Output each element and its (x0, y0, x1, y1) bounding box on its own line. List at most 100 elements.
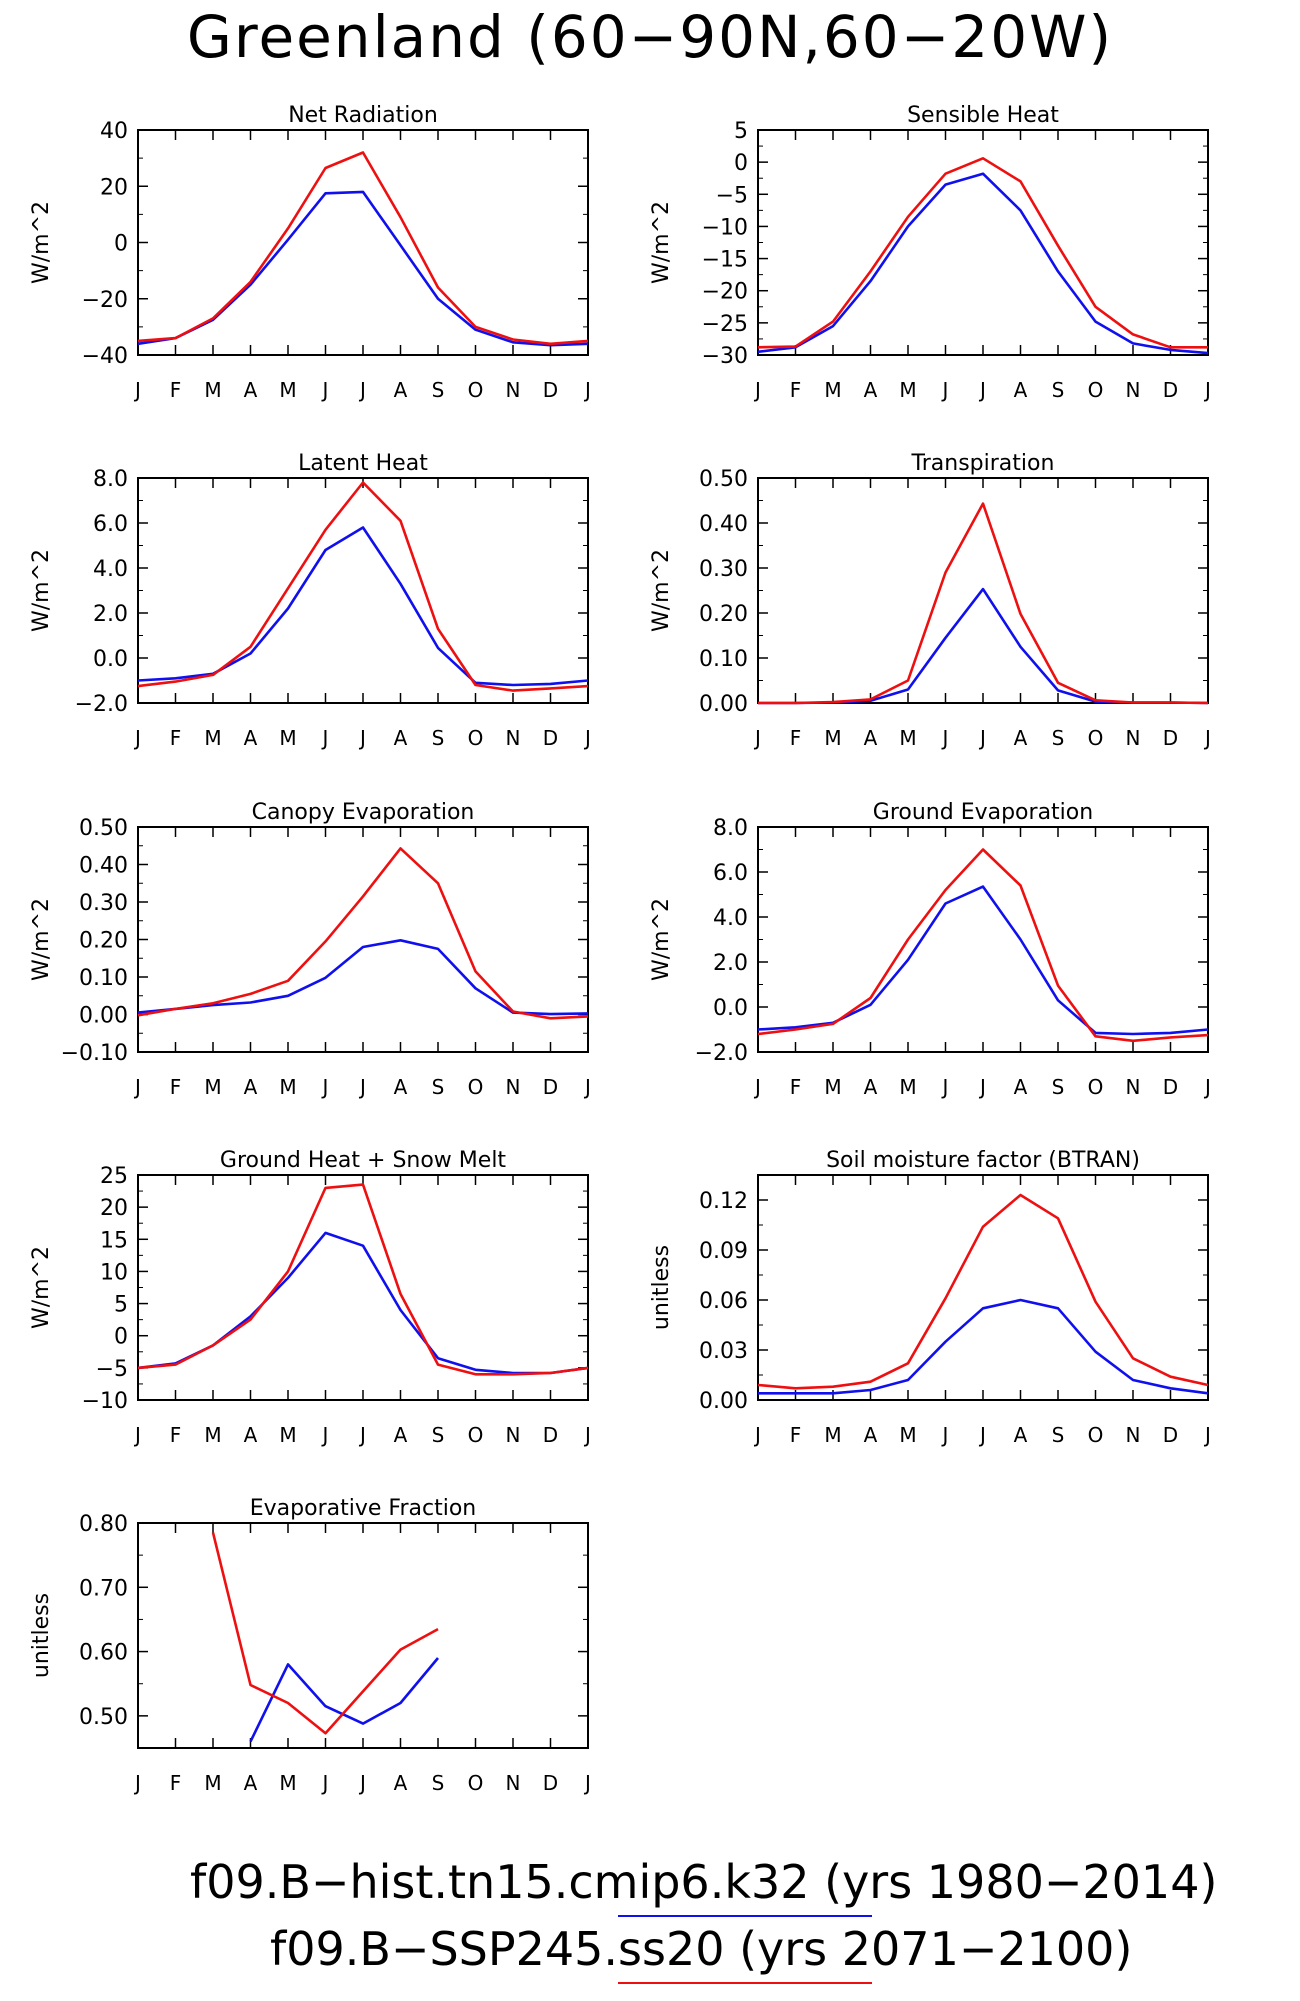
x-tick-label: M (824, 1075, 841, 1099)
y-tick-label: 0 (114, 1325, 128, 1350)
y-axis-label: unitless (29, 1593, 54, 1678)
panel-title: Transpiration (911, 451, 1055, 476)
figure-title: Greenland (60−90N,60−20W) (186, 3, 1114, 71)
y-tick-label: 0.50 (79, 816, 128, 841)
plot-frame (757, 826, 1209, 1053)
x-tick-label: D (543, 1423, 558, 1447)
x-tick-label: J (1203, 1075, 1211, 1099)
y-tick-label: 0.40 (79, 854, 128, 879)
y-tick-label: −5 (96, 1357, 128, 1382)
y-tick-label: 40 (100, 119, 128, 144)
x-tick-label: M (824, 378, 841, 402)
x-tick-label: M (204, 726, 221, 750)
x-tick-label: S (432, 378, 445, 402)
y-tick-label: 0.06 (699, 1289, 748, 1314)
panel-2: J F M A M J J A S O N D J−30−25−20−15−10−505Sensible… (649, 103, 1211, 402)
x-tick-label: A (394, 726, 408, 750)
y-tick-label: 0.30 (79, 891, 128, 916)
y-tick-label: −0.10 (61, 1041, 128, 1066)
y-tick-label: 5 (114, 1293, 128, 1318)
x-tick-label: A (864, 1423, 878, 1447)
x-tick-label: O (468, 1423, 484, 1447)
panel-title: Sensible Heat (907, 103, 1059, 128)
x-tick-label: M (279, 1771, 296, 1795)
y-axis-label: W/m^2 (29, 1246, 54, 1329)
plot-frame (137, 477, 589, 704)
x-tick-label: D (543, 726, 558, 750)
y-tick-label: 0.70 (79, 1576, 128, 1601)
y-tick-label: 0.20 (699, 602, 748, 627)
x-tick-label: J (358, 378, 366, 402)
panel-9: J F M A M J J A S O N D J0.500.600.700.80Evaporative… (29, 1496, 591, 1795)
legend-swatch-hist (618, 1915, 872, 1917)
x-tick-label: J (358, 1423, 366, 1447)
x-tick-label: M (204, 1771, 221, 1795)
y-tick-label: −25 (702, 312, 748, 337)
x-tick-label: M (824, 1423, 841, 1447)
x-tick-label: J (133, 726, 141, 750)
plot-frame (137, 1174, 589, 1401)
x-tick-label: A (394, 1423, 408, 1447)
x-tick-label: M (279, 378, 296, 402)
y-tick-label: 0.10 (699, 647, 748, 672)
x-tick-label: O (1088, 1423, 1104, 1447)
x-tick-label: J (1203, 1423, 1211, 1447)
x-tick-label: M (279, 1423, 296, 1447)
x-tick-label: J (753, 1075, 761, 1099)
x-tick-label: N (506, 378, 521, 402)
plot-frame (137, 1522, 589, 1749)
y-tick-label: 2.0 (93, 602, 128, 627)
y-tick-label: 0.20 (79, 929, 128, 954)
x-tick-label: D (1163, 1075, 1178, 1099)
y-tick-label: 10 (100, 1260, 128, 1285)
x-tick-label: D (543, 378, 558, 402)
x-tick-label: D (1163, 1423, 1178, 1447)
y-tick-label: 0.09 (699, 1239, 748, 1264)
series-line-ssp (137, 481, 589, 692)
y-tick-label: 0.40 (699, 512, 748, 537)
series-line-hist (758, 1298, 1209, 1395)
x-tick-label: J (583, 1075, 591, 1099)
y-tick-label: −10 (82, 1389, 128, 1414)
y-axis-label: W/m^2 (649, 898, 674, 981)
x-tick-label: J (941, 726, 949, 750)
series-line-hist (758, 587, 1209, 705)
y-tick-label: 0.00 (79, 1004, 128, 1029)
x-tick-label: N (1126, 378, 1141, 402)
x-tick-label: S (432, 726, 445, 750)
y-axis-label: W/m^2 (29, 549, 54, 632)
x-tick-label: N (506, 1423, 521, 1447)
x-tick-label: M (279, 1075, 296, 1099)
x-tick-label: J (133, 378, 141, 402)
y-axis-label: W/m^2 (649, 201, 674, 284)
x-tick-label: A (244, 1771, 258, 1795)
y-tick-label: 0.0 (93, 647, 128, 672)
x-tick-label: S (1052, 378, 1065, 402)
x-tick-label: A (1014, 726, 1028, 750)
panel-title: Canopy Evaporation (252, 800, 475, 825)
x-tick-label: M (824, 726, 841, 750)
series-line-ssp (757, 848, 1209, 1043)
y-tick-label: 6.0 (93, 512, 128, 537)
x-tick-label: N (1126, 1075, 1141, 1099)
y-tick-label: 2.0 (713, 951, 748, 976)
series-line-ssp (758, 502, 1209, 705)
x-tick-label: J (321, 378, 329, 402)
x-tick-label: O (468, 1771, 484, 1795)
x-tick-label: J (133, 1423, 141, 1447)
x-tick-label: D (543, 1771, 558, 1795)
y-tick-label: 15 (100, 1228, 128, 1253)
x-tick-label: N (1126, 726, 1141, 750)
series-line-hist (757, 172, 1209, 355)
x-tick-label: A (864, 378, 878, 402)
y-tick-label: −15 (702, 248, 748, 273)
y-tick-label: 0 (734, 151, 748, 176)
x-tick-label: J (941, 1075, 949, 1099)
x-tick-label: M (899, 726, 916, 750)
x-tick-label: A (864, 1075, 878, 1099)
y-tick-label: 5 (734, 119, 748, 144)
x-tick-label: A (1014, 1423, 1028, 1447)
x-tick-label: A (394, 1771, 408, 1795)
